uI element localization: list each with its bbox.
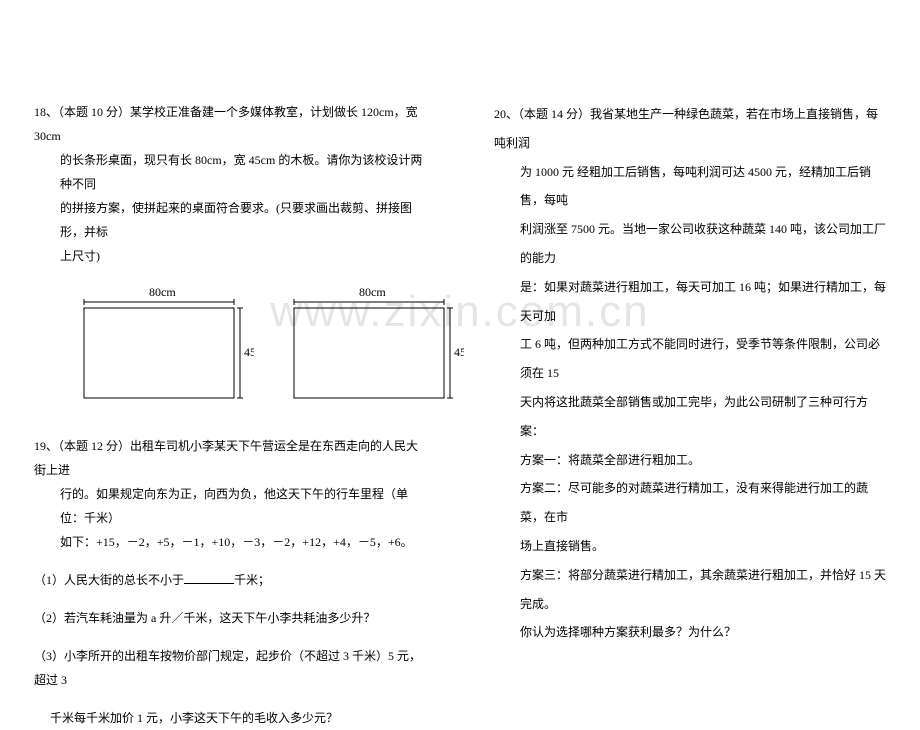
q20-line5: 工 6 吨，但两种加工方式不能同时进行，受季节等条件限制，公司必须在 15 (494, 330, 886, 388)
q20-plan1: 方案一：将蔬菜全部进行粗加工。 (494, 446, 886, 475)
q18-diagrams: 80cm 45cm 80cm (34, 284, 426, 404)
q19-sub3b: 千米每千米加价 1 元，小李这天下午的毛收入多少元？ (34, 706, 426, 730)
diag-b-w-label: 80cm (359, 285, 386, 299)
q18-diagram-b: 80cm 45cm (284, 284, 464, 404)
page-container: 18、（本题 10 分）某学校正准备建一个多媒体教室，计划做长 120cm，宽 … (0, 0, 920, 650)
q18-diagram-a: 80cm 45cm (74, 284, 254, 404)
q20-plan3: 方案三：将部分蔬菜进行精加工，其余蔬菜进行粗加工，并恰好 15 天完成。 (494, 561, 886, 619)
q20-line3: 利润涨至 7500 元。当地一家公司收获这种蔬菜 140 吨，该公司加工厂的能力 (494, 215, 886, 273)
q20-text: 20、（本题 14 分）我省某地生产一种绿色蔬菜，若在市场上直接销售，每吨利润 … (494, 100, 886, 647)
q18-line3: 的拼接方案，使拼起来的桌面符合要求。(只要求画出裁剪、拼接图形，并标 (34, 196, 426, 244)
diagram-b-svg: 80cm 45cm (284, 284, 464, 404)
left-column: 18、（本题 10 分）某学校正准备建一个多媒体教室，计划做长 120cm，宽 … (0, 0, 460, 650)
q19-line2: 行的。如果规定向东为正，向西为负，他这天下午的行车里程（单位：千米） (34, 482, 426, 530)
diag-b-rect (294, 308, 444, 398)
q18-line1: 18、（本题 10 分）某学校正准备建一个多媒体教室，计划做长 120cm，宽 … (34, 100, 426, 148)
q20-line4: 是：如果对蔬菜进行粗加工，每天可加工 16 吨；如果进行精加工，每天可加 (494, 273, 886, 331)
q19-sub3a: （3）小李所开的出租车按物价部门规定，起步价（不超过 3 千米）5 元，超过 3 (34, 644, 426, 692)
q19-sub1: （1）人民大街的总长不小于 千米； (34, 568, 426, 592)
diag-a-w-label: 80cm (149, 285, 176, 299)
diag-b-h-label: 45cm (454, 345, 464, 359)
diagram-a-svg: 80cm 45cm (74, 284, 254, 404)
question-18: 18、（本题 10 分）某学校正准备建一个多媒体教室，计划做长 120cm，宽 … (34, 100, 426, 404)
q18-line2: 的长条形桌面，现只有长 80cm，宽 45cm 的木板。请你为该校设计两种不同 (34, 148, 426, 196)
diag-a-h-label: 45cm (244, 345, 254, 359)
q19-line3: 如下：+15，－2，+5，－1，+10，－3，－2，+12，+4，－5，+6。 (34, 530, 426, 554)
question-19: 19、（本题 12 分）出租车司机小李某天下午营运全是在东西走向的人民大街上进 … (34, 434, 426, 730)
q20-line2: 为 1000 元 经粗加工后销售，每吨利润可达 4500 元，经精加工后销售，每… (494, 158, 886, 216)
right-column: 20、（本题 14 分）我省某地生产一种绿色蔬菜，若在市场上直接销售，每吨利润 … (460, 0, 920, 650)
q19-sub2: （2）若汽车耗油量为 a 升／千米，这天下午小李共耗油多少升？ (34, 606, 426, 630)
q20-ask: 你认为选择哪种方案获利最多？为什么？ (494, 618, 886, 647)
q19-sub1-text: （1）人民大街的总长不小于 (34, 573, 184, 587)
blank-field (184, 572, 234, 584)
q18-line4: 上尺寸) (34, 244, 426, 268)
q20-line6: 天内将这批蔬菜全部销售或加工完毕，为此公司研制了三种可行方案： (494, 388, 886, 446)
q19-line1: 19、（本题 12 分）出租车司机小李某天下午营运全是在东西走向的人民大街上进 (34, 434, 426, 482)
question-20: 20、（本题 14 分）我省某地生产一种绿色蔬菜，若在市场上直接销售，每吨利润 … (494, 100, 886, 647)
diag-a-rect (84, 308, 234, 398)
q20-plan2a: 方案二：尽可能多的对蔬菜进行精加工，没有来得能进行加工的蔬菜，在市 (494, 474, 886, 532)
q19-text: 19、（本题 12 分）出租车司机小李某天下午营运全是在东西走向的人民大街上进 … (34, 434, 426, 554)
q19-sub1-unit: 千米； (234, 573, 270, 587)
q18-text: 18、（本题 10 分）某学校正准备建一个多媒体教室，计划做长 120cm，宽 … (34, 100, 426, 268)
q20-plan2b: 场上直接销售。 (494, 532, 886, 561)
q20-line1: 20、（本题 14 分）我省某地生产一种绿色蔬菜，若在市场上直接销售，每吨利润 (494, 100, 886, 158)
